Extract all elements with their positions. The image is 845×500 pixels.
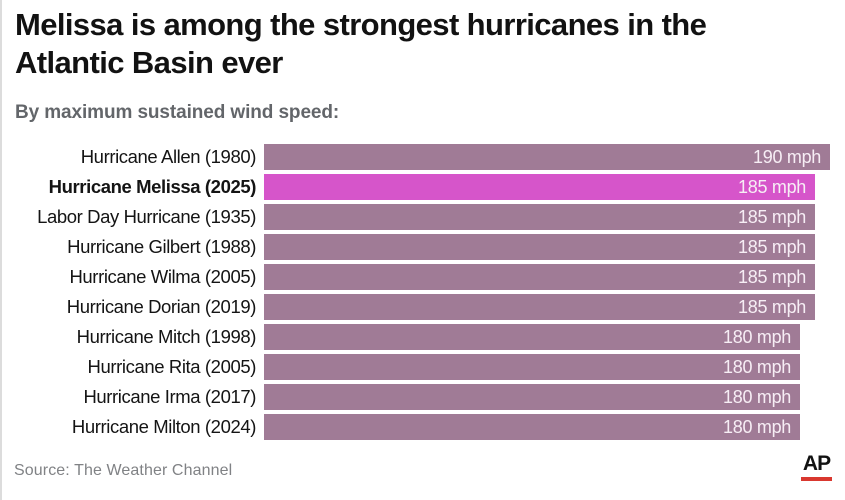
bar-label: Labor Day Hurricane (1935) bbox=[37, 206, 256, 227]
chart-subtitle: By maximum sustained wind speed: bbox=[15, 102, 340, 123]
bar: 180 mph bbox=[264, 384, 800, 410]
bar-value-label: 185 mph bbox=[738, 176, 806, 197]
bar-value-label: 185 mph bbox=[738, 296, 806, 317]
bar-label: Hurricane Irma (2017) bbox=[83, 386, 256, 407]
bar-label: Hurricane Dorian (2019) bbox=[66, 296, 257, 317]
bar-label: Hurricane Rita (2005) bbox=[87, 356, 257, 377]
bar-value-label: 190 mph bbox=[753, 146, 821, 167]
bar-label: Hurricane Gilbert (1988) bbox=[67, 236, 256, 257]
bar-value-label: 185 mph bbox=[738, 206, 806, 227]
ap-logo: AP bbox=[800, 453, 833, 481]
bar: 185 mph bbox=[264, 174, 815, 200]
chart-row: Hurricane Milton (2024) 180 mph bbox=[2, 412, 845, 442]
bar: 185 mph bbox=[264, 204, 815, 230]
bar-label: Hurricane Wilma (2005) bbox=[69, 266, 256, 287]
source-note: Source: The Weather Channel bbox=[14, 462, 233, 479]
bar-value-label: 185 mph bbox=[738, 236, 806, 257]
bar-chart: Hurricane Allen (1980) 190 mph Hurricane M… bbox=[2, 142, 845, 442]
bar: 180 mph bbox=[264, 414, 800, 440]
bar-label: Hurricane Milton (2024) bbox=[71, 416, 257, 437]
bar: 185 mph bbox=[264, 264, 815, 290]
bar: 180 mph bbox=[264, 324, 800, 350]
bar: 180 mph bbox=[264, 354, 800, 380]
chart-row: Hurricane Rita (2005) 180 mph bbox=[2, 352, 845, 382]
bar-value-label: 185 mph bbox=[738, 266, 806, 287]
bar: 185 mph bbox=[264, 234, 815, 260]
bar-value-label: 180 mph bbox=[723, 326, 791, 347]
chart-row: Hurricane Allen (1980) 190 mph bbox=[2, 142, 845, 172]
chart-row: Labor Day Hurricane (1935) 185 mph bbox=[2, 202, 845, 232]
chart-row: Hurricane Dorian (2019) 185 mph bbox=[2, 292, 845, 322]
chart-row: Hurricane Mitch (1998) 180 mph bbox=[2, 322, 845, 352]
chart-row: Hurricane Wilma (2005) 185 mph bbox=[2, 262, 845, 292]
bar: 185 mph bbox=[264, 294, 815, 320]
chart-row: Hurricane Irma (2017) 180 mph bbox=[2, 382, 845, 412]
chart-title: Melissa is among the strongest hurricane… bbox=[15, 7, 707, 80]
bar-value-label: 180 mph bbox=[723, 386, 791, 407]
ap-logo-underline bbox=[801, 477, 832, 481]
chart-row: Hurricane Melissa (2025) 185 mph bbox=[2, 172, 845, 202]
chart-row: Hurricane Gilbert (1988) 185 mph bbox=[2, 232, 845, 262]
bar-value-label: 180 mph bbox=[723, 416, 791, 437]
ap-logo-text: AP bbox=[802, 452, 831, 475]
bar-value-label: 180 mph bbox=[723, 356, 791, 377]
bar-label: Hurricane Mitch (1998) bbox=[76, 326, 257, 347]
bar-label: Hurricane Allen (1980) bbox=[80, 146, 257, 167]
bar-label: Hurricane Melissa (2025) bbox=[48, 176, 257, 197]
bar: 190 mph bbox=[264, 144, 830, 170]
